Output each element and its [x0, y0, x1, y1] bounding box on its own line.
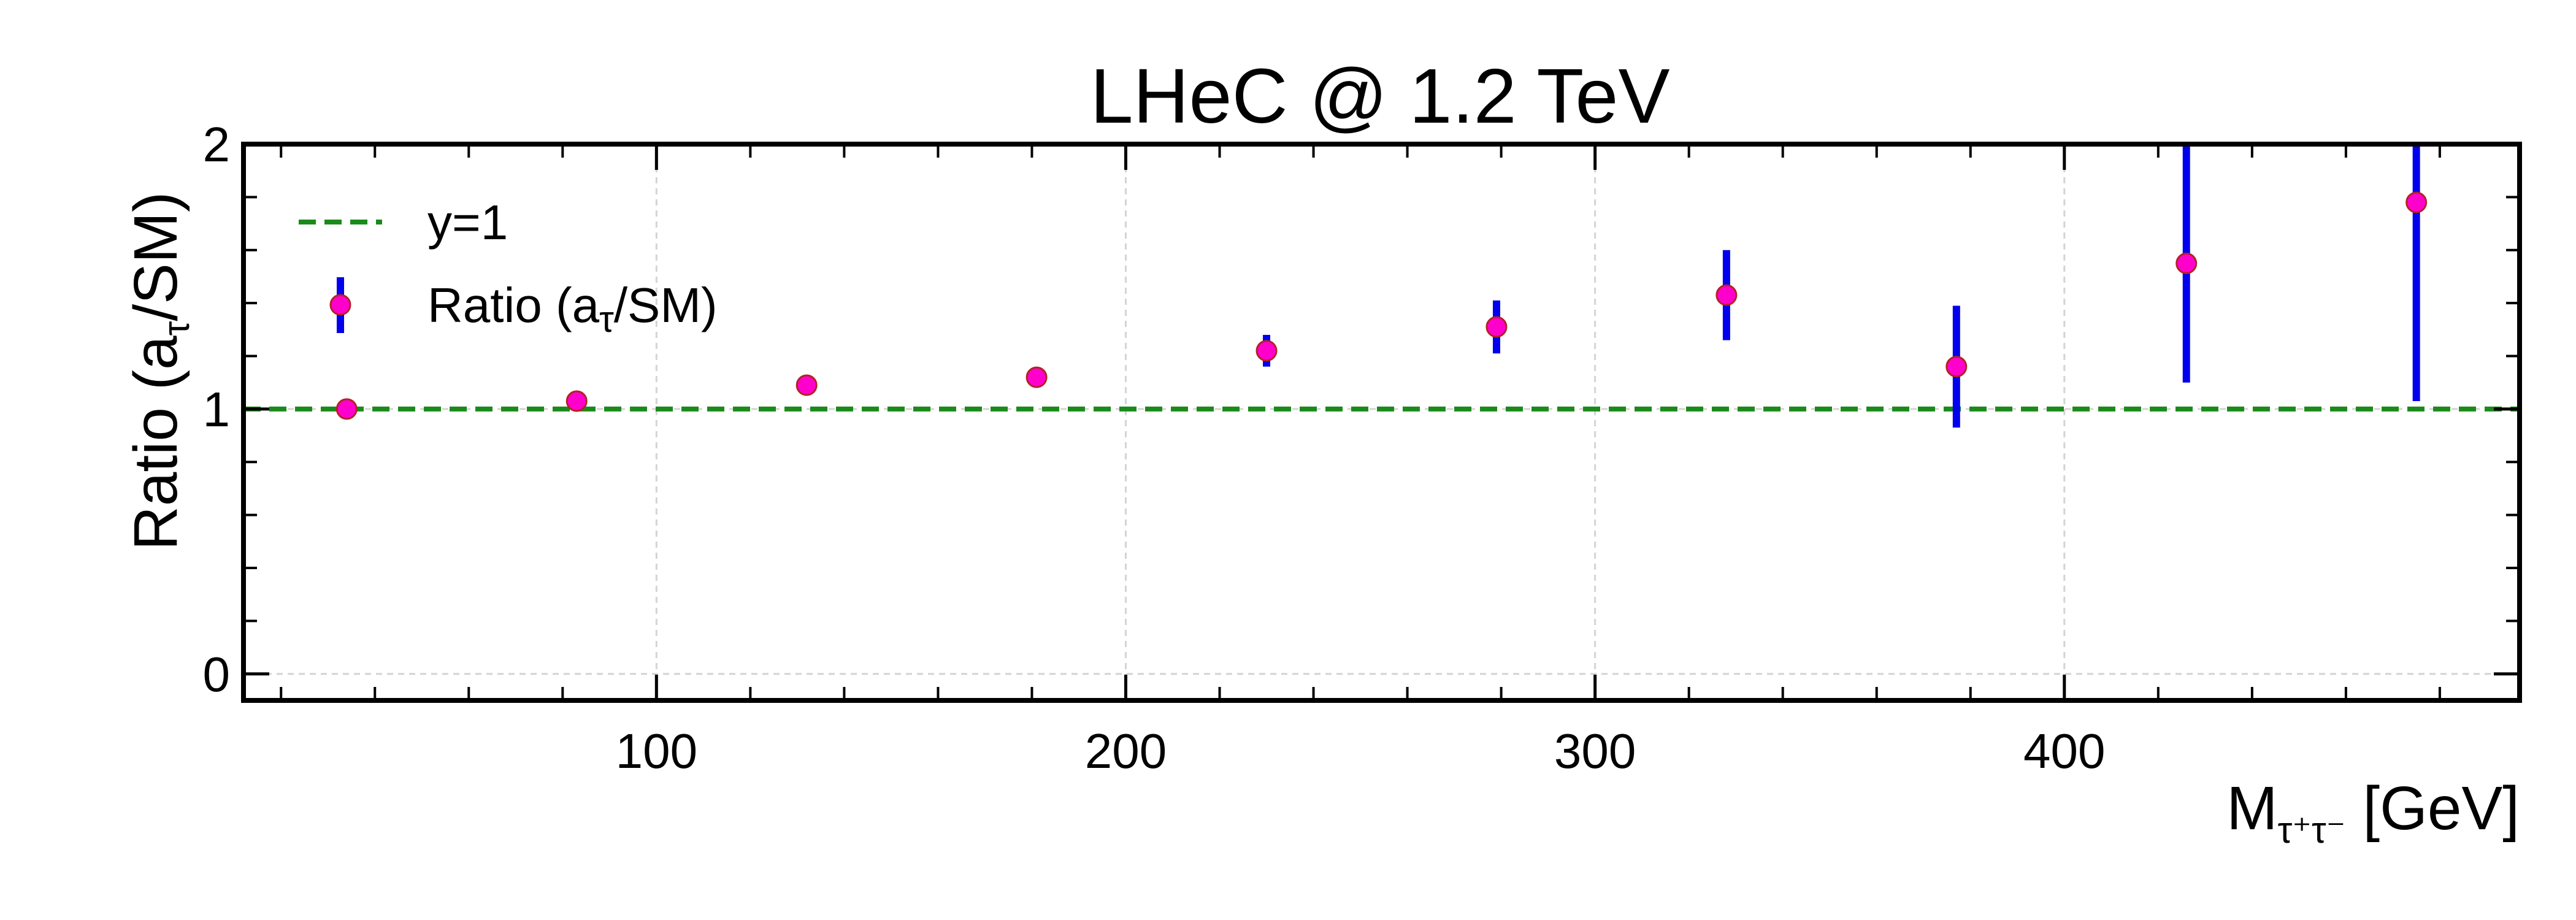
grid — [243, 143, 2520, 700]
legend-y1-label: y=1 — [427, 195, 508, 250]
data-point — [1945, 356, 1968, 378]
data-point — [2405, 191, 2428, 213]
y-tick-label: 2 — [203, 117, 231, 172]
data-point — [1715, 284, 1738, 306]
data-point — [1025, 366, 1048, 388]
data-point — [1255, 340, 1278, 362]
y-tick-label: 1 — [203, 382, 231, 437]
x-tick-label: 300 — [1554, 724, 1636, 778]
plot-frame — [241, 142, 2522, 703]
legend: y=1 Ratio (aτ/SM) — [299, 195, 718, 340]
y-tick-labels: 0 1 2 — [203, 117, 231, 702]
data-point — [1485, 316, 1508, 338]
x-axis-label: Mτ⁺τ⁻ [GeV] — [2226, 774, 2520, 851]
x-tick-label: 200 — [1085, 724, 1167, 778]
data-point — [335, 398, 358, 420]
data-point — [795, 374, 818, 396]
chart-title: LHeC @ 1.2 TeV — [1090, 53, 1669, 139]
y-axis-label: Ratio (aτ/SM) — [121, 192, 197, 551]
x-tick-label: 100 — [616, 724, 697, 778]
data-points — [335, 144, 2428, 428]
legend-ratio-label: Ratio (aτ/SM) — [427, 278, 718, 340]
data-point — [565, 390, 588, 412]
data-point — [2175, 252, 2198, 274]
ticks — [243, 142, 2520, 700]
x-tick-label: 400 — [2023, 724, 2105, 778]
legend-ratio-marker — [329, 294, 351, 316]
x-tick-labels: 100 200 300 400 — [616, 724, 2106, 778]
y-tick-label: 0 — [203, 647, 231, 702]
